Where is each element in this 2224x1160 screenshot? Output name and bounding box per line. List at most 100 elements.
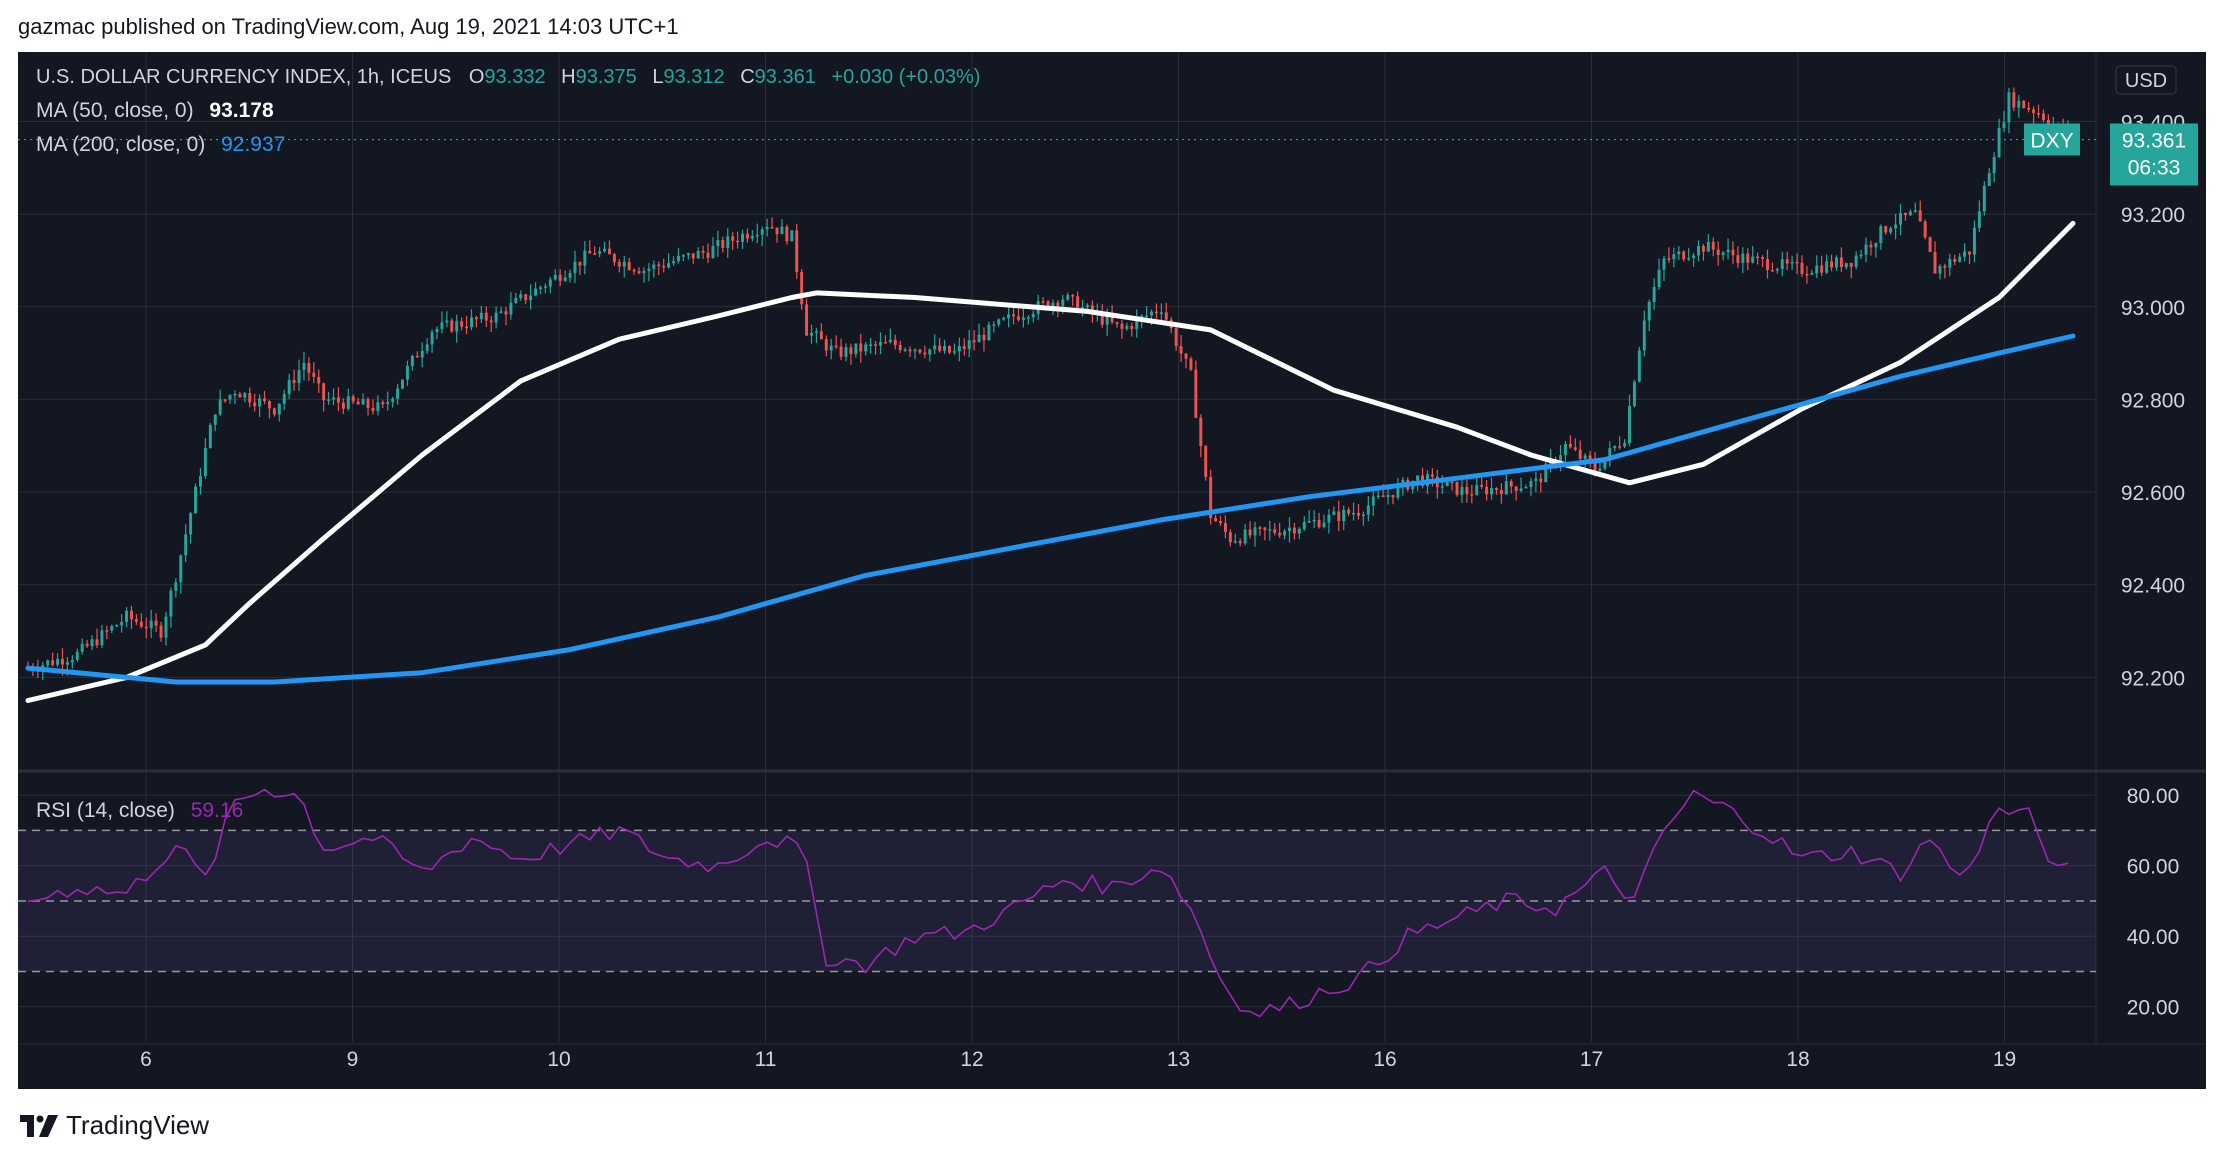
svg-text:MA (200, close, 0) 92.93: MA (200, close, 0) 92.937 — [36, 133, 285, 156]
rsi-tick-label: 20.00 — [2127, 997, 2180, 1020]
candle-body — [327, 399, 331, 401]
currency-badge[interactable] — [2115, 65, 2177, 95]
candle-body — [1953, 258, 1957, 262]
candle-body — [1342, 509, 1346, 522]
candle-body — [1071, 295, 1075, 297]
candle-body — [1480, 484, 1484, 487]
price-tick-label: 93.200 — [2121, 204, 2185, 227]
candle-body — [1135, 318, 1139, 330]
candle-body — [721, 240, 725, 249]
footer-brand[interactable]: TradingView — [66, 1110, 210, 1140]
candle-body — [1233, 540, 1237, 543]
candle-body — [632, 269, 636, 272]
candle-body — [1642, 320, 1646, 351]
candle-body — [46, 660, 50, 666]
candle-body — [908, 349, 912, 352]
candle-body — [1085, 305, 1089, 308]
candle-body — [1391, 494, 1395, 498]
price-label: 93.361 — [2122, 130, 2186, 153]
candle-body — [1721, 252, 1725, 256]
candle-body — [657, 264, 661, 266]
candle-body — [90, 639, 94, 647]
candle-body — [514, 298, 518, 303]
candle-body — [1726, 249, 1730, 253]
candle-body — [95, 639, 99, 646]
candle-body — [903, 349, 907, 352]
candle-body — [977, 334, 981, 343]
chart-area[interactable]: 92.200 92.400 92.600 92.800 93.000 93.200 93.4… — [18, 52, 2206, 1089]
candle-body — [1026, 317, 1030, 319]
candle-body — [1948, 258, 1952, 268]
candle-body — [1012, 314, 1016, 317]
candle-body — [1312, 519, 1316, 522]
candle-body — [258, 398, 262, 407]
candle-body — [810, 332, 813, 336]
candle-body — [1662, 258, 1666, 270]
candle-body — [115, 625, 119, 627]
candle-body — [1766, 258, 1769, 270]
svg-text:RSI (14, close) 59.16: RSI (14, close) 59.16 — [36, 799, 243, 822]
candle-body — [612, 254, 616, 263]
candle-body — [1120, 323, 1124, 329]
price-tick-label: 92.800 — [2121, 389, 2185, 412]
candle-body — [253, 402, 257, 407]
chart-canvas[interactable]: 92.20092.40092.60092.80093.00093.20093.4… — [18, 52, 2206, 1089]
candle-body — [1869, 244, 1873, 248]
candle-body — [1534, 478, 1538, 481]
tradingview-logo-icon — [20, 1114, 58, 1137]
legend-h-value: 93.375 — [576, 66, 637, 88]
candle-body — [534, 288, 538, 296]
candle-body — [1317, 519, 1321, 528]
candle-body — [943, 345, 947, 351]
candle-body — [371, 407, 375, 411]
candle-body — [159, 625, 163, 638]
candle-body — [130, 610, 133, 620]
candle-body — [539, 287, 542, 289]
candle-body — [790, 230, 794, 242]
candle-body — [1159, 312, 1163, 314]
candle-body — [647, 268, 651, 271]
candle-body — [1706, 241, 1710, 252]
candle-body — [948, 345, 951, 353]
candle-body — [213, 414, 217, 425]
candle-body — [144, 626, 148, 629]
candle-body — [435, 328, 439, 333]
candle-body — [760, 229, 764, 235]
candle-body — [1849, 262, 1853, 267]
rsi-tick-label: 80.00 — [2127, 785, 2180, 808]
candle-body — [479, 312, 483, 320]
candle-body — [1844, 262, 1848, 268]
candle-body — [1805, 274, 1809, 276]
candle-body — [588, 250, 592, 254]
candle-body — [474, 317, 478, 320]
candle-body — [1903, 212, 1907, 216]
candle-body — [277, 403, 281, 415]
time-tick-label: 19 — [1993, 1048, 2016, 1071]
candle-body — [1347, 509, 1351, 514]
candle-body — [1066, 295, 1070, 300]
candle-body — [405, 365, 409, 380]
candle-body — [1376, 495, 1380, 498]
candle-body — [2027, 107, 2031, 110]
candle-body — [1854, 255, 1858, 267]
candle-body — [652, 264, 656, 269]
candle-body — [1573, 447, 1577, 450]
candle-body — [1248, 529, 1252, 536]
candle-body — [642, 270, 646, 274]
legend-change: +0.030 (+0.03%) — [831, 66, 980, 88]
time-tick-label: 12 — [960, 1048, 983, 1071]
candle-body — [923, 352, 927, 355]
candle-body — [164, 616, 168, 638]
candle-body — [617, 262, 621, 267]
candle-body — [1899, 212, 1903, 225]
candle-body — [1223, 523, 1227, 532]
candle-body — [519, 294, 523, 299]
legend-h-label: H — [561, 66, 575, 88]
candle-body — [386, 401, 390, 405]
candle-body — [105, 630, 109, 632]
candle-body — [302, 362, 306, 371]
candle-body — [56, 658, 60, 665]
candle-body — [1682, 251, 1686, 260]
candle-body — [139, 621, 143, 627]
candle-body — [1652, 287, 1656, 302]
